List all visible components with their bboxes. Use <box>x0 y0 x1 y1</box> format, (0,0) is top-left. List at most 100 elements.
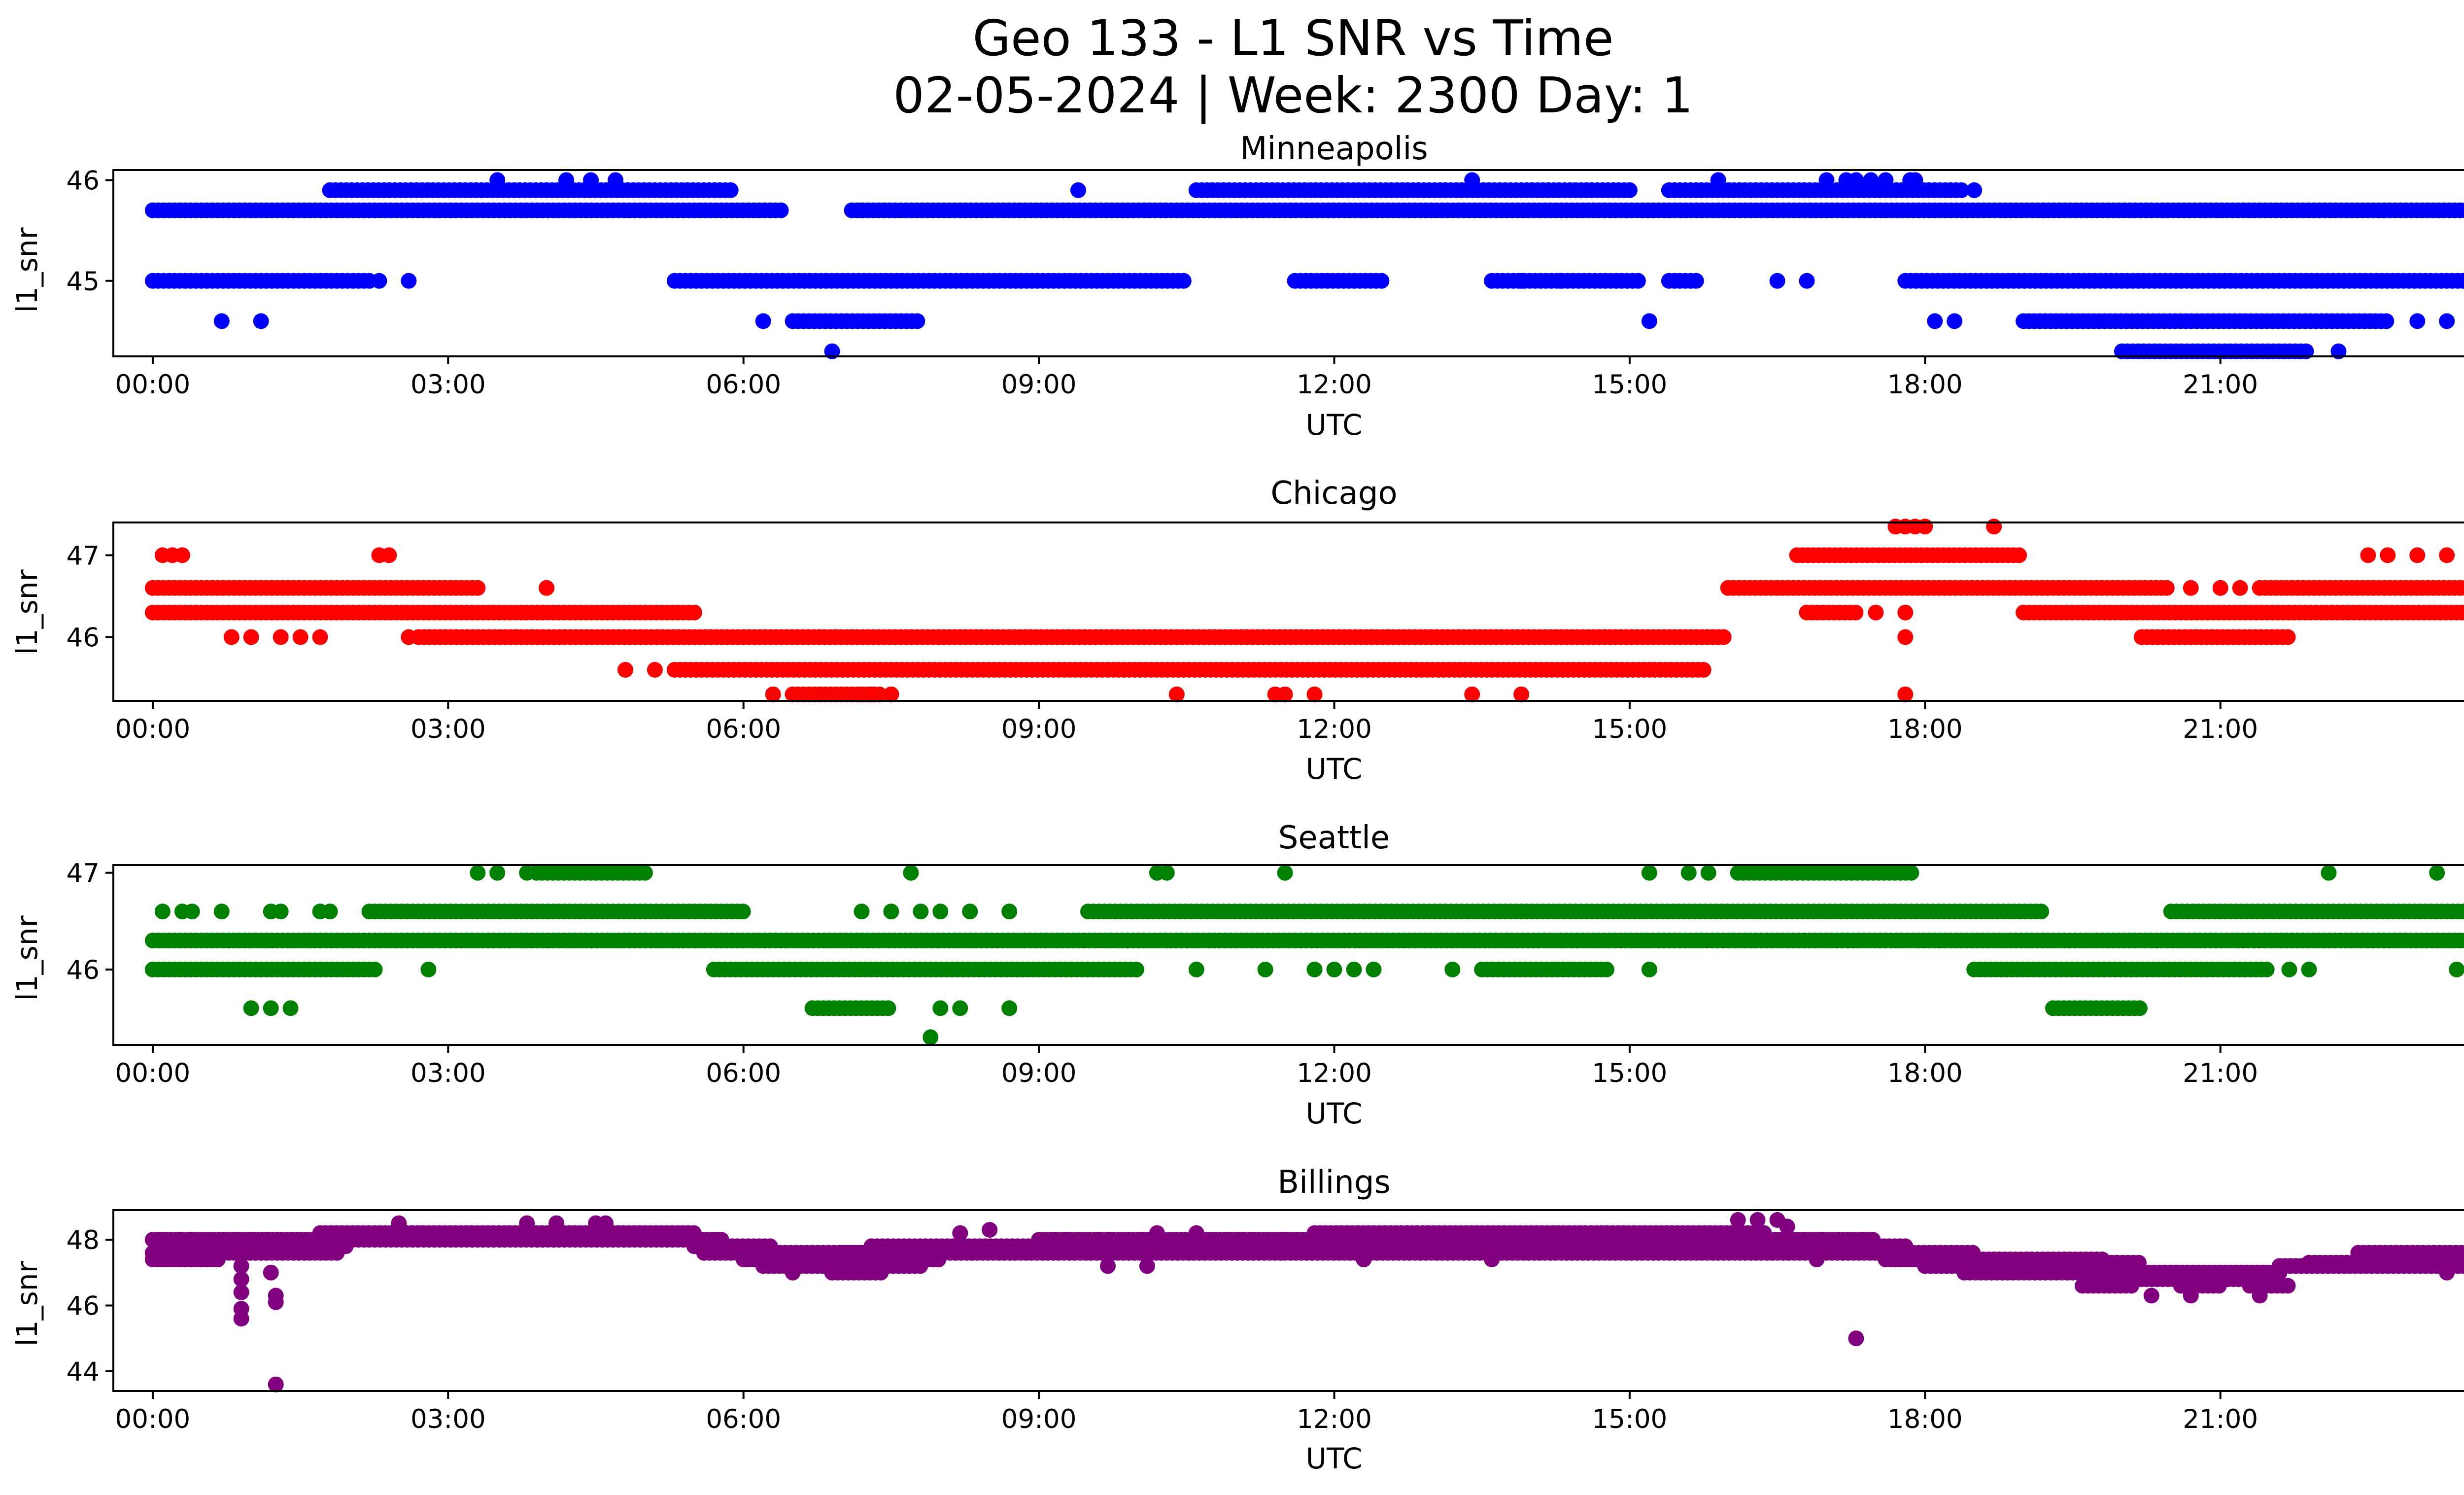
data-point <box>1903 865 1919 881</box>
data-point <box>2409 313 2426 329</box>
data-point <box>765 686 781 702</box>
data-point <box>762 1238 778 1254</box>
data-point <box>824 343 840 359</box>
data-point <box>932 1000 949 1016</box>
x-tick-label: 06:00 <box>706 370 781 400</box>
data-point <box>912 1258 928 1274</box>
data-point <box>2458 1255 2464 1271</box>
data-point <box>1001 1000 1018 1016</box>
data-point <box>755 313 771 329</box>
data-point <box>2456 904 2464 920</box>
data-point <box>223 629 240 645</box>
data-point <box>1159 865 1175 881</box>
data-point <box>2232 580 2248 596</box>
data-point <box>598 1215 614 1231</box>
data-point <box>1306 961 1323 977</box>
data-point <box>1917 519 1933 535</box>
y-axis-label: l1_snr <box>10 1261 44 1346</box>
y-tick-label: 47 <box>67 541 100 571</box>
data-point <box>1730 1212 1746 1228</box>
data-point <box>1818 202 1835 218</box>
x-tick-label: 06:00 <box>706 714 781 744</box>
data-point <box>2252 1287 2268 1304</box>
data-point <box>2011 547 2027 563</box>
y-axis-label: l1_snr <box>10 569 44 655</box>
data-point <box>1513 686 1530 702</box>
data-point <box>2035 202 2051 218</box>
panel-axes: 00:00 03:00 06:00 09:00 12:00 15:00 18:00 21:00… <box>67 859 2464 1088</box>
x-axis-label: UTC <box>1306 1442 1363 1475</box>
x-tick-label: 15:00 <box>1592 1404 1668 1434</box>
y-tick-label: 47 <box>67 859 100 889</box>
data-point <box>1927 313 1943 329</box>
data-point <box>2281 961 2297 977</box>
data-point <box>883 904 899 920</box>
data-point <box>854 202 870 218</box>
data-point <box>913 904 929 920</box>
data-point <box>539 580 555 596</box>
x-tick-label: 00:00 <box>115 1404 191 1434</box>
data-point <box>489 865 506 881</box>
data-point <box>268 1294 284 1310</box>
y-tick-label: 48 <box>67 1225 100 1255</box>
data-point <box>263 1264 279 1281</box>
y-tick-label: 46 <box>67 1291 100 1321</box>
figure-title-line2: 02-05-2024 | Week: 2300 Day: 1 <box>893 67 1693 124</box>
data-point <box>2458 580 2464 596</box>
data-point <box>1641 961 1657 977</box>
data-point <box>391 1215 407 1231</box>
panel-minneapolis: Minneapolis 00:00 03:00 06:00 09:00 12:00 15:… <box>10 131 2464 442</box>
x-tick-label: 18:00 <box>1887 370 1963 400</box>
data-point <box>1001 904 1018 920</box>
panel-marks <box>144 172 2464 359</box>
data-point <box>1326 961 1342 977</box>
data-point <box>1621 182 1638 198</box>
data-point <box>2131 1000 2148 1016</box>
data-point <box>233 1258 249 1274</box>
y-tick-label: 44 <box>67 1357 100 1387</box>
data-point <box>1257 961 1273 977</box>
data-point <box>1769 273 1785 289</box>
x-tick-label: 12:00 <box>1297 1404 1372 1434</box>
panel-title: Seattle <box>1278 820 1390 856</box>
x-tick-label: 00:00 <box>115 370 191 400</box>
data-point <box>2183 580 2199 596</box>
data-point <box>2280 629 2296 645</box>
data-point <box>1966 182 1983 198</box>
data-point <box>1700 865 1716 881</box>
y-axis-label: l1_snr <box>10 915 44 1001</box>
data-point <box>2143 1287 2159 1304</box>
data-point <box>903 865 919 881</box>
panel-billings: Billings 00:00 03:00 06:00 09:00 12:00 15:00 1… <box>10 1164 2464 1475</box>
panel-seattle: Seattle 00:00 03:00 06:00 09:00 12:00 15:00 18… <box>10 820 2464 1130</box>
x-tick-label: 12:00 <box>1297 714 1372 744</box>
data-point <box>785 1264 801 1281</box>
data-point <box>1897 686 1914 702</box>
data-point <box>154 904 171 920</box>
data-point <box>1464 172 1480 188</box>
data-point <box>253 313 269 329</box>
data-point <box>548 1215 565 1231</box>
data-point <box>2429 865 2445 881</box>
data-point <box>2280 1278 2296 1294</box>
data-point <box>2123 1278 2139 1294</box>
data-point <box>1366 961 1382 977</box>
data-point <box>1128 961 1144 977</box>
x-tick-label: 03:00 <box>411 370 486 400</box>
x-tick-label: 15:00 <box>1592 370 1668 400</box>
data-point <box>2439 1264 2455 1281</box>
x-tick-label: 09:00 <box>1001 714 1077 744</box>
y-tick-label: 46 <box>67 623 100 653</box>
data-point <box>1695 661 1711 678</box>
data-point <box>1641 313 1657 329</box>
data-point <box>2460 605 2464 620</box>
panel-chicago: Chicago 00:00 03:00 06:00 09:00 12:00 15:00 18… <box>10 475 2464 786</box>
data-point <box>685 1225 702 1241</box>
y-axis-label: l1_snr <box>10 227 44 313</box>
x-tick-label: 06:00 <box>706 1058 781 1088</box>
x-tick-label: 03:00 <box>411 714 486 744</box>
data-point <box>2298 343 2314 359</box>
data-point <box>2380 547 2396 563</box>
data-point <box>401 629 417 645</box>
data-point <box>2271 1264 2288 1281</box>
